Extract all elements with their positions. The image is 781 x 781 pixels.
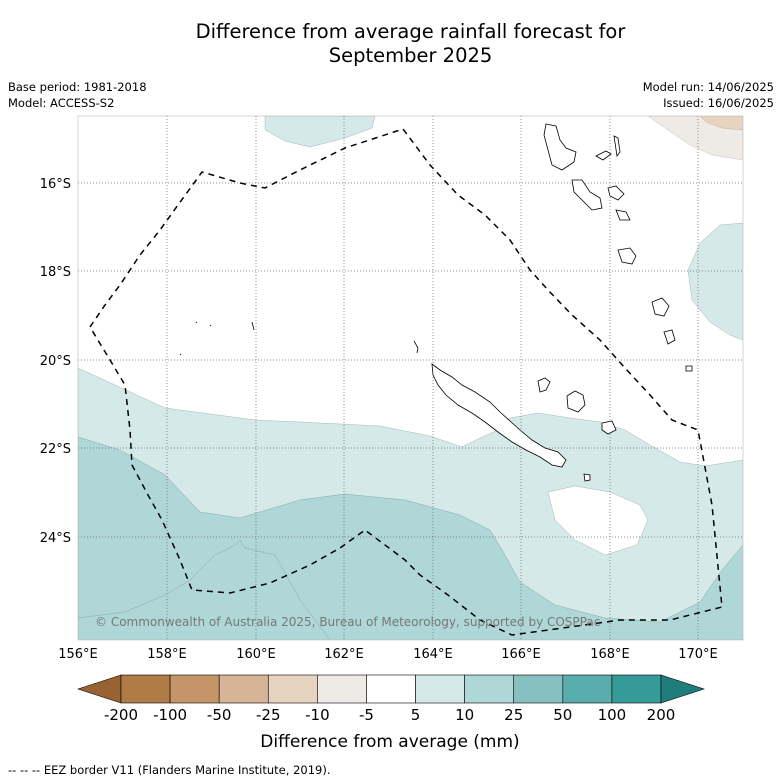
base-period: Base period: 1981-2018	[8, 80, 147, 94]
colorbar-segment	[366, 674, 416, 704]
erromango-island	[651, 297, 670, 317]
map-frame	[77, 115, 744, 641]
eez-border	[89, 128, 723, 636]
latitude-labels: 16°S 18°S 20°S 22°S 24°S	[40, 177, 71, 546]
lat-label: 18°S	[40, 265, 71, 280]
colorbar-tick-label: -25	[256, 706, 281, 724]
anomaly-region-neutral	[547, 485, 649, 556]
colorbar-segment	[611, 674, 662, 704]
colorbar-tick-label: -10	[305, 706, 330, 724]
meta-right: Model run: 14/06/2025 Issued: 16/06/2025	[643, 79, 774, 111]
mare-island	[601, 420, 617, 435]
colorbar-tick-label: 50	[553, 706, 572, 724]
colorbar-labels: -200 -100 -50 -25 -10 -5 5 10 25 50 100 200	[104, 706, 675, 724]
colorbar-tick-label: 25	[504, 706, 523, 724]
colorbar-extend-high	[660, 674, 705, 704]
colorbar-tick-label: 200	[647, 706, 676, 724]
espiritu-santo-island	[543, 123, 577, 171]
epi-island	[615, 209, 631, 221]
anomaly-region-north	[264, 116, 376, 148]
colorbar-tick-label: -50	[207, 706, 232, 724]
colorbar-segment	[218, 674, 269, 704]
tanna-island	[663, 329, 676, 345]
eez-legend-note: -- -- -- EEZ border V11 (Flanders Marine…	[8, 763, 331, 777]
lat-label: 20°S	[40, 354, 71, 369]
colorbar-tick-label: -200	[104, 706, 138, 724]
gridlines	[78, 116, 743, 640]
colorbar-tick-label: 5	[411, 706, 421, 724]
ambae-island	[595, 150, 612, 161]
aneityum-island	[685, 365, 693, 372]
colorbar	[77, 674, 705, 704]
maewo-island	[613, 135, 621, 158]
lifou-island	[566, 390, 586, 413]
colorbar-segment	[317, 674, 367, 704]
colorbar-tick-label: 10	[455, 706, 474, 724]
pentecost-ambrym	[607, 185, 625, 201]
chesterfield-islets	[179, 321, 255, 356]
lon-label: 162°E	[324, 647, 364, 662]
isle-of-pines	[583, 473, 591, 482]
lon-label: 166°E	[501, 647, 541, 662]
lon-label: 170°E	[678, 647, 718, 662]
map-panel: © Commonwealth of Australia 2025, Bureau…	[78, 116, 743, 640]
colorbar-tick-label: -5	[359, 706, 374, 724]
copyright-text: © Commonwealth of Australia 2025, Bureau…	[95, 615, 600, 629]
lon-label: 164°E	[413, 647, 453, 662]
meta-left: Base period: 1981-2018 Model: ACCESS-S2	[8, 79, 147, 111]
belep-islands	[413, 340, 419, 354]
model-name: Model: ACCESS-S2	[8, 96, 115, 110]
colorbar-extend-low	[77, 674, 122, 704]
lat-label: 22°S	[40, 442, 71, 457]
anomaly-region-east	[687, 222, 743, 341]
lon-label: 156°E	[58, 647, 98, 662]
colorbar-segment	[120, 674, 171, 704]
title-line-2: September 2025	[328, 44, 493, 67]
colorbar-title: Difference from average (mm)	[260, 732, 519, 752]
lon-label: 160°E	[236, 647, 276, 662]
model-run: Model run: 14/06/2025	[642, 80, 774, 94]
longitude-labels: 156°E 158°E 160°E 162°E 164°E 166°E 168°…	[58, 647, 718, 662]
chart-title: Difference from average rainfall forecas…	[0, 20, 781, 68]
malekula-island	[571, 179, 603, 211]
colorbar-segment	[169, 674, 220, 704]
colorbar-segment	[513, 674, 564, 704]
new-caledonia-island	[431, 363, 567, 468]
colorbar-segment	[562, 674, 613, 704]
colorbar-segment	[267, 674, 318, 704]
colorbar-tick-label: 100	[598, 706, 627, 724]
efate-island	[617, 247, 637, 265]
colorbar-segment	[415, 674, 465, 704]
anomaly-region-dry	[699, 116, 743, 131]
colorbar-segment	[464, 674, 515, 704]
lon-label: 168°E	[590, 647, 630, 662]
colorbar-tick-label: -100	[153, 706, 187, 724]
title-line-1: Difference from average rainfall forecas…	[195, 20, 626, 43]
ouvea-island	[537, 377, 551, 393]
lon-label: 158°E	[147, 647, 187, 662]
issued-date: Issued: 16/06/2025	[663, 96, 774, 110]
lat-label: 16°S	[40, 177, 71, 192]
lat-label: 24°S	[40, 531, 71, 546]
anomaly-region-medium-west	[78, 539, 331, 640]
